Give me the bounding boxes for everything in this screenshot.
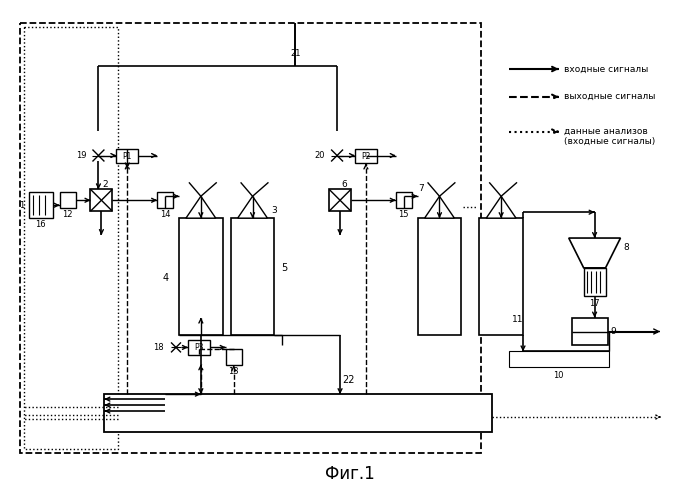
Polygon shape <box>569 238 620 268</box>
Text: 9: 9 <box>610 327 617 336</box>
Polygon shape <box>425 196 454 218</box>
Text: 10: 10 <box>554 371 564 380</box>
Text: 2: 2 <box>103 180 108 189</box>
Bar <box>584 268 606 295</box>
Text: 13: 13 <box>228 367 239 376</box>
Text: 4: 4 <box>163 273 169 283</box>
Bar <box>188 341 210 355</box>
Text: 21: 21 <box>290 49 300 58</box>
Bar <box>572 318 608 345</box>
Text: 3: 3 <box>272 206 277 215</box>
Polygon shape <box>237 196 267 218</box>
Bar <box>225 349 241 366</box>
Bar <box>24 27 118 449</box>
Bar <box>116 148 138 164</box>
Bar <box>60 192 76 208</box>
Text: Фиг.1: Фиг.1 <box>325 465 375 483</box>
Text: 18: 18 <box>153 343 164 352</box>
Bar <box>418 218 461 336</box>
Text: 6: 6 <box>341 180 347 189</box>
Polygon shape <box>486 196 516 218</box>
Text: P2: P2 <box>361 151 370 161</box>
Bar <box>179 218 223 336</box>
Bar <box>231 218 274 336</box>
Text: 15: 15 <box>398 210 409 219</box>
Text: 8: 8 <box>624 244 629 252</box>
Text: 20: 20 <box>314 151 325 160</box>
Bar <box>20 23 482 453</box>
Text: 16: 16 <box>36 220 46 229</box>
Text: 14: 14 <box>160 210 170 219</box>
Text: 11: 11 <box>512 315 524 324</box>
Text: выходные сигналы: выходные сигналы <box>564 92 655 101</box>
Text: P1: P1 <box>122 151 132 161</box>
Bar <box>329 189 351 211</box>
Text: P3: P3 <box>194 343 204 352</box>
Bar <box>355 148 377 164</box>
Bar <box>157 192 173 208</box>
Text: 12: 12 <box>62 210 73 219</box>
Bar <box>395 192 412 208</box>
Bar <box>90 189 113 211</box>
Text: 1: 1 <box>19 201 24 210</box>
Bar <box>29 192 52 218</box>
Text: 7: 7 <box>419 184 424 193</box>
Text: 17: 17 <box>589 299 600 308</box>
Bar <box>480 218 523 336</box>
Text: данные анализов
(входные сигналы): данные анализов (входные сигналы) <box>564 127 655 146</box>
Polygon shape <box>186 196 216 218</box>
Text: входные сигналы: входные сигналы <box>564 65 648 74</box>
Text: 5: 5 <box>281 263 288 273</box>
Bar <box>509 351 608 368</box>
Text: 22: 22 <box>342 375 354 385</box>
Text: 19: 19 <box>76 151 87 160</box>
Bar <box>104 394 492 432</box>
